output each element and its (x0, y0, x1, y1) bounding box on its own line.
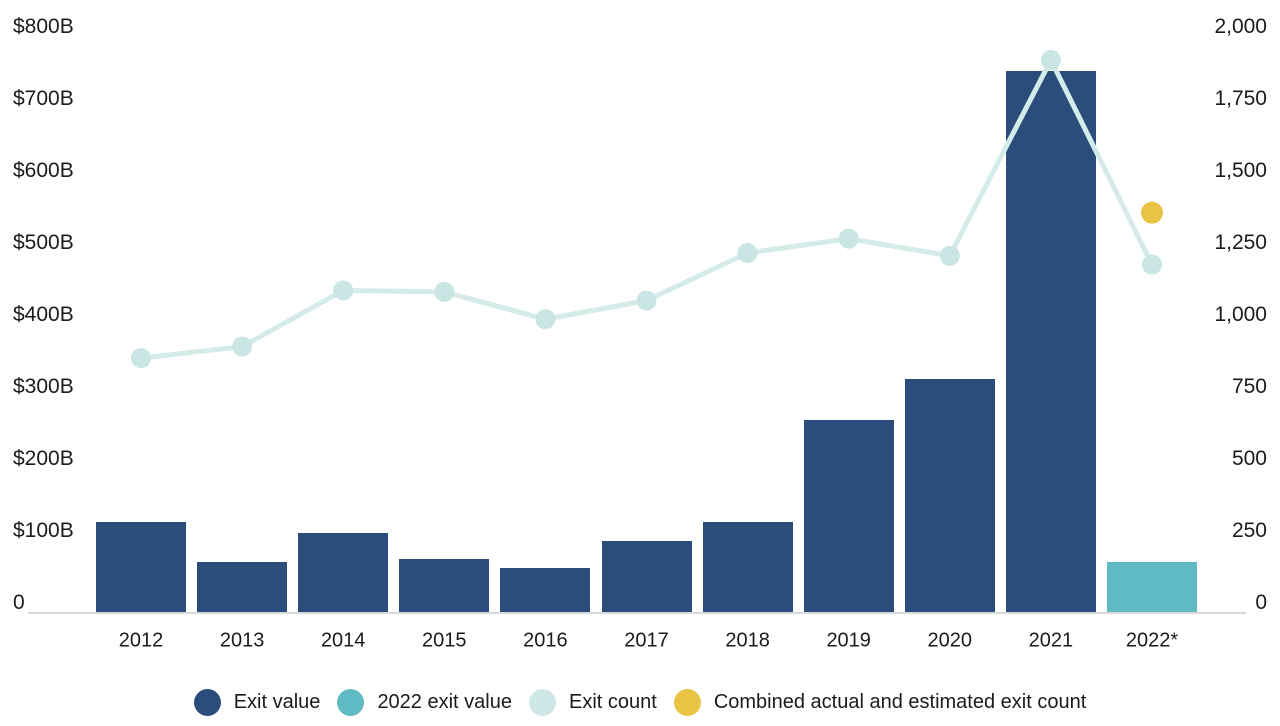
x-axis-label-2018: 2018 (725, 629, 770, 652)
legend-label-2022-exit-value: 2022 exit value (377, 691, 512, 713)
x-axis-label-2012: 2012 (118, 629, 164, 652)
legend-swatch-combined-actual-and-estimated-exit-count (673, 689, 701, 716)
bar-2019-exit-value (803, 420, 894, 613)
legend-label-exit-count: Exit count (568, 691, 657, 713)
legend-swatch-2022-exit-value (337, 689, 365, 716)
y-axis-left-tick-0: 0 (13, 591, 25, 614)
y-axis-left-tick-700b: $700B (13, 87, 74, 110)
y-axis-right-tick-250: 250 (1231, 519, 1267, 542)
bar-2020-exit-value (904, 379, 995, 613)
exit-count-dot-2020 (939, 245, 960, 266)
exit-count-dot-2018 (737, 243, 758, 263)
y-axis-right-tick-1-250: 1,250 (1214, 231, 1267, 254)
exit-count-dot-2015 (434, 281, 455, 302)
y-axis-right-tick-1-000: 1,000 (1214, 303, 1267, 326)
bar-2021-exit-value (1005, 70, 1096, 613)
y-axis-left-tick-200b: $200B (13, 447, 74, 470)
x-axis-line (28, 612, 1246, 614)
x-axis-label-2019: 2019 (826, 629, 871, 652)
bar-2016-exit-value (500, 567, 591, 613)
bar-2015-exit-value (399, 559, 490, 613)
x-axis-label-2013: 2013 (219, 629, 265, 652)
legend-item-exit-value: Exit value (193, 689, 321, 716)
y-axis-left-tick-600b: $600B (13, 159, 74, 182)
y-axis-left-tick-100b: $100B (13, 519, 74, 542)
exit-count-dot-2016 (535, 309, 556, 330)
legend-label-exit-value: Exit value (233, 691, 321, 713)
legend-item-combined-actual-and-estimated-exit-count: Combined actual and estimated exit count (673, 689, 1087, 716)
combined-actual-and-estimated-exit-count-dot-2022 (1141, 201, 1163, 224)
exit-count-dot-2013 (232, 336, 253, 357)
exit-count-dot-2022 (1142, 254, 1162, 275)
y-axis-right-tick-750: 750 (1231, 375, 1267, 398)
bar-2013-exit-value (197, 561, 288, 613)
x-axis-label-2021: 2021 (1028, 629, 1074, 652)
y-axis-right-tick-2-000: 2,000 (1214, 15, 1267, 38)
exit-count-dot-2019 (838, 228, 859, 249)
x-axis-label-2014: 2014 (320, 629, 366, 652)
chart-legend: Exit value 2022 exit value Exit count Combi… (0, 689, 1280, 716)
bar-2018-exit-value (702, 522, 793, 613)
x-axis-label-2015: 2015 (422, 629, 467, 652)
y-axis-right-tick-1-500: 1,500 (1214, 159, 1267, 182)
y-axis-right-tick-1-750: 1,750 (1214, 87, 1267, 110)
legend-swatch-exit-value (193, 689, 221, 716)
bar-2014-exit-value (298, 533, 389, 613)
bar-2017-exit-value (601, 541, 692, 613)
y-axis-left-tick-800b: $800B (13, 15, 74, 38)
y-axis-left-tick-300b: $300B (13, 375, 74, 398)
x-axis-label-2020: 2020 (927, 629, 973, 652)
y-axis-right-tick-0: 0 (1255, 591, 1267, 614)
legend-item-2022-exit-value: 2022 exit value (337, 689, 512, 716)
x-axis-label-2022: 2022* (1125, 629, 1179, 652)
exit-count-dot-2021 (1040, 50, 1061, 71)
exit-count-dot-2014 (333, 280, 354, 301)
bar-2012-exit-value (96, 522, 186, 613)
legend-label-combined-actual-and-estimated-exit-count: Combined actual and estimated exit count (713, 691, 1087, 713)
bar-2022-2022-exit-value (1107, 561, 1197, 613)
x-axis-label-2017: 2017 (624, 629, 669, 652)
legend-swatch-exit-count (528, 689, 556, 716)
exit-count-line (138, 57, 1155, 361)
y-axis-left-tick-500b: $500B (13, 231, 74, 254)
x-axis-label-2016: 2016 (523, 629, 568, 652)
exit-count-dot-2017 (636, 290, 657, 311)
y-axis-left-tick-400b: $400B (13, 303, 74, 326)
y-axis-right-tick-500: 500 (1231, 447, 1267, 470)
exit-count-dot-2012 (131, 348, 151, 369)
legend-item-exit-count: Exit count (528, 689, 657, 716)
